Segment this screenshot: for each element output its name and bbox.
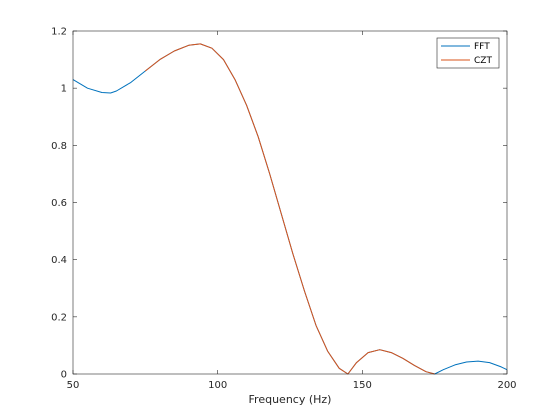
x-tick-label: 50 bbox=[67, 380, 80, 391]
legend-label-czt: CZT bbox=[474, 56, 492, 66]
legend: FFT CZT bbox=[436, 37, 500, 69]
y-tick-label: 0.2 bbox=[51, 312, 67, 323]
legend-label-fft: FFT bbox=[474, 42, 490, 52]
legend-box bbox=[436, 37, 500, 69]
plot-area bbox=[73, 31, 507, 374]
series-layer bbox=[72, 43, 508, 375]
y-tick-label: 1.2 bbox=[51, 27, 67, 38]
y-tick-label: 0.8 bbox=[51, 141, 67, 152]
x-tick-label: 100 bbox=[208, 380, 227, 391]
x-axis-label: Frequency (Hz) bbox=[249, 393, 332, 406]
series-line-czt bbox=[144, 43, 435, 375]
y-tick-label: 0.4 bbox=[51, 255, 67, 266]
x-tick-label: 150 bbox=[353, 380, 372, 391]
ticks-layer: 50 100 150 200 0 0.2 0.4 0.6 0.8 1 1.2 bbox=[51, 27, 516, 392]
y-tick-label: 1 bbox=[61, 84, 67, 95]
y-tick-label: 0 bbox=[61, 370, 67, 381]
x-tick-label: 200 bbox=[497, 380, 516, 391]
y-tick-label: 0.6 bbox=[51, 198, 67, 209]
